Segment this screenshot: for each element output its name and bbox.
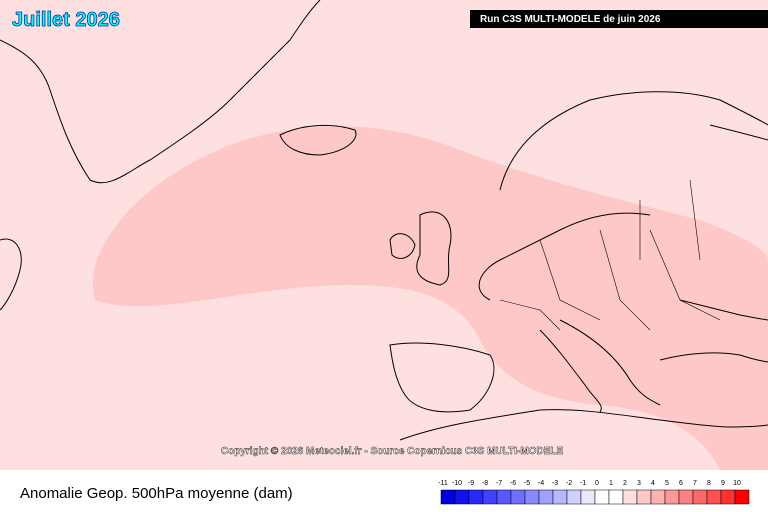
colorbar-box bbox=[538, 489, 554, 505]
caption: Anomalie Geop. 500hPa moyenne (dam) bbox=[20, 485, 293, 502]
colorbar-label: -2 bbox=[566, 480, 572, 487]
colorbar-label: -8 bbox=[482, 480, 488, 487]
colorbar-label: 10 bbox=[733, 480, 741, 487]
colorbar-label: -11 bbox=[438, 480, 448, 487]
colorbar-label: -10 bbox=[452, 480, 462, 487]
colorbar-box bbox=[678, 489, 694, 505]
colorbar-label: 4 bbox=[651, 480, 655, 487]
colorbar-label: 1 bbox=[609, 480, 613, 487]
colorbar-box bbox=[664, 489, 680, 505]
colorbar-box bbox=[496, 489, 512, 505]
colorbar-box bbox=[440, 489, 456, 505]
colorbar-box bbox=[622, 489, 638, 505]
colorbar-label: -1 bbox=[580, 480, 586, 487]
colorbar-label: 6 bbox=[679, 480, 683, 487]
colorbar-box bbox=[454, 489, 470, 505]
colorbar-box bbox=[734, 489, 750, 505]
colorbar-box bbox=[594, 489, 610, 505]
colorbar-label: -3 bbox=[552, 480, 558, 487]
colorbar-label: -4 bbox=[538, 480, 544, 487]
colorbar-label: -6 bbox=[510, 480, 516, 487]
colorbar-label: 0 bbox=[595, 480, 599, 487]
run-label-box bbox=[470, 10, 768, 28]
colorbar-label: 9 bbox=[721, 480, 725, 487]
colorbar-box bbox=[720, 489, 736, 505]
colorbar-box bbox=[692, 489, 708, 505]
colorbar-box bbox=[706, 489, 722, 505]
colorbar-label: 2 bbox=[623, 480, 627, 487]
colorbar-box bbox=[482, 489, 498, 505]
coastlines bbox=[0, 0, 768, 441]
run-label: Run C3S MULTI-MODELE de juin 2026 bbox=[480, 14, 661, 25]
colorbar-label: 8 bbox=[707, 480, 711, 487]
colorbar-box bbox=[636, 489, 652, 505]
colorbar-box bbox=[524, 489, 540, 505]
borders bbox=[499, 179, 721, 331]
colorbar-box bbox=[650, 489, 666, 505]
colorbar-label: 5 bbox=[665, 480, 669, 487]
colorbar-box bbox=[510, 489, 526, 505]
colorbar-label: -5 bbox=[524, 480, 530, 487]
colorbar-label: 7 bbox=[693, 480, 697, 487]
colorbar-label: -7 bbox=[496, 480, 502, 487]
colorbar-box bbox=[468, 489, 484, 505]
colorbar: -11 -10 -9 -8 -7 -6 -5 -4 -3 -2 -1 0 1 2 3 4 5 6 7 8 9 10 bbox=[438, 480, 750, 505]
map-title: Juillet 2026 bbox=[12, 9, 120, 31]
colorbar-box bbox=[580, 489, 596, 505]
colorbar-label: -9 bbox=[468, 480, 474, 487]
anomaly-area bbox=[92, 126, 768, 470]
colorbar-box bbox=[566, 489, 582, 505]
colorbar-box bbox=[608, 489, 624, 505]
copyright: Copyright © 2026 Meteociel.fr - Source C… bbox=[221, 446, 564, 457]
colorbar-box bbox=[552, 489, 568, 505]
colorbar-label: 3 bbox=[637, 480, 641, 487]
